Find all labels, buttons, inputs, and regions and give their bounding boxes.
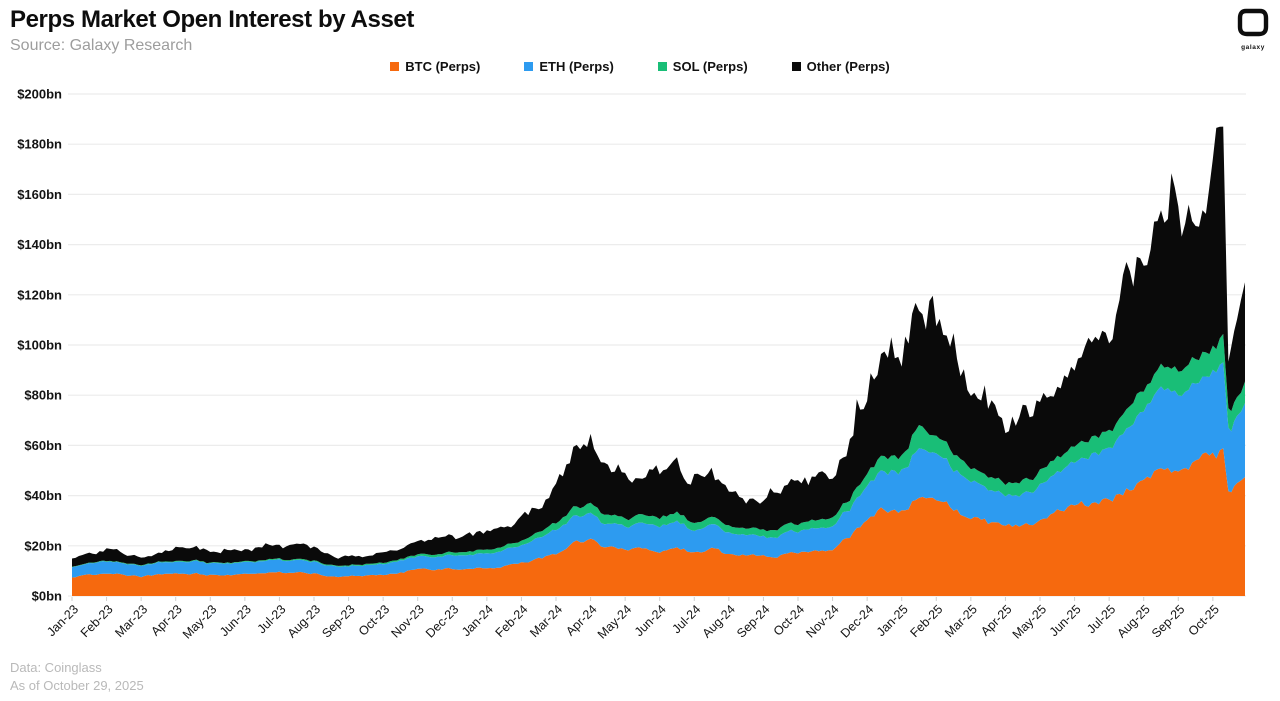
x-tick-label: Apr-23 — [148, 602, 184, 638]
area-sol-perps — [72, 333, 1245, 568]
x-tick-label: Jun-25 — [1047, 602, 1084, 639]
x-tick-label: Mar-24 — [527, 602, 565, 640]
y-tick-label: $40bn — [24, 488, 62, 503]
x-tick-label: Dec-23 — [423, 602, 461, 640]
x-tick-label: Apr-24 — [563, 602, 599, 638]
y-tick-label: $200bn — [17, 87, 62, 102]
y-tick-label: $80bn — [24, 388, 62, 403]
legend-swatch-icon — [390, 62, 400, 71]
x-tick-label: Aug-25 — [1114, 602, 1152, 640]
y-tick-label: $100bn — [17, 338, 62, 353]
y-tick-label: $180bn — [17, 137, 62, 152]
legend-item-label: Other (Perps) — [806, 59, 890, 74]
galaxy-logo-icon — [1237, 8, 1269, 37]
x-tick-label: Nov-24 — [803, 602, 841, 640]
x-tick-label: May-24 — [595, 602, 634, 641]
footer: Data: Coinglass As of October 29, 2025 — [10, 659, 144, 695]
x-tick-label: Jan-24 — [459, 602, 496, 639]
x-tick-label: Feb-24 — [493, 602, 531, 640]
legend-swatch-icon — [657, 62, 667, 71]
title-block: Perps Market Open Interest by Asset Sour… — [10, 6, 414, 55]
area-other-perps — [72, 126, 1245, 567]
area-btc-perps — [72, 448, 1245, 596]
y-tick-label: $0bn — [32, 589, 62, 604]
footer-data-source: Data: Coinglass — [10, 659, 102, 675]
legend-swatch-icon — [791, 62, 801, 71]
x-tick-label: Feb-23 — [78, 602, 116, 640]
x-tick-label: May-25 — [1010, 602, 1049, 641]
y-tick-label: $120bn — [17, 287, 62, 302]
y-tick-label: $60bn — [24, 438, 62, 453]
x-tick-label: Mar-25 — [942, 602, 980, 640]
legend: BTC (Perps) ETH (Perps) SOL (Perps) Other (… — [0, 59, 1280, 74]
legend-swatch-icon — [524, 62, 534, 71]
legend-item-btc-perps: BTC (Perps) — [390, 59, 480, 74]
x-tick-label: Sep-24 — [734, 602, 772, 640]
x-tick-label: Oct-24 — [771, 602, 807, 638]
y-axis-labels: $0bn $20bn $40bn $60bn $80bn $100bn $120bn $140… — [17, 87, 62, 604]
y-tick-label: $20bn — [24, 538, 62, 553]
x-tick-label: Apr-25 — [978, 602, 1014, 638]
x-tick-label: Feb-25 — [907, 602, 945, 640]
x-tick-label: Jun-23 — [217, 602, 254, 639]
x-tick-label: Oct-23 — [356, 602, 392, 638]
area-eth-perps — [72, 362, 1245, 578]
legend-item-label: SOL (Perps) — [672, 59, 748, 74]
y-tick-label: $160bn — [17, 187, 62, 202]
x-tick-label: Jul-25 — [1084, 602, 1118, 636]
legend-item-eth-perps: ETH (Perps) — [524, 59, 614, 74]
legend-item-sol-perps: SOL (Perps) — [657, 59, 748, 74]
legend-item-other-perps: Other (Perps) — [791, 59, 890, 74]
x-tick-label: Nov-23 — [388, 602, 426, 640]
legend-item-label: BTC (Perps) — [405, 59, 481, 74]
x-tick-label: Mar-23 — [112, 602, 150, 640]
x-tick-label: Jan-25 — [874, 602, 911, 639]
x-tick-label: Aug-24 — [700, 602, 738, 640]
x-tick-label: Jan-23 — [44, 602, 81, 639]
footer-as-of-date: As of October 29, 2025 — [10, 677, 144, 693]
galaxy-logo-text: galaxy — [1241, 44, 1265, 51]
x-tick-label: Sep-23 — [319, 602, 357, 640]
x-tick-label: Jul-23 — [255, 602, 289, 636]
x-tick-label: Sep-25 — [1149, 602, 1187, 640]
x-tick-label: Oct-25 — [1186, 602, 1222, 638]
legend-item-label: ETH (Perps) — [539, 59, 614, 74]
galaxy-logo: galaxy — [1233, 8, 1273, 51]
page-title: Perps Market Open Interest by Asset — [10, 6, 414, 33]
x-tick-label: Dec-24 — [838, 602, 876, 640]
x-tick-label: Jul-24 — [669, 602, 703, 636]
x-tick-label: May-23 — [180, 602, 219, 641]
x-tick-label: Aug-23 — [285, 602, 323, 640]
y-tick-label: $140bn — [17, 237, 62, 252]
page-subtitle: Source: Galaxy Research — [10, 37, 193, 54]
x-tick-label: Jun-24 — [632, 602, 669, 639]
